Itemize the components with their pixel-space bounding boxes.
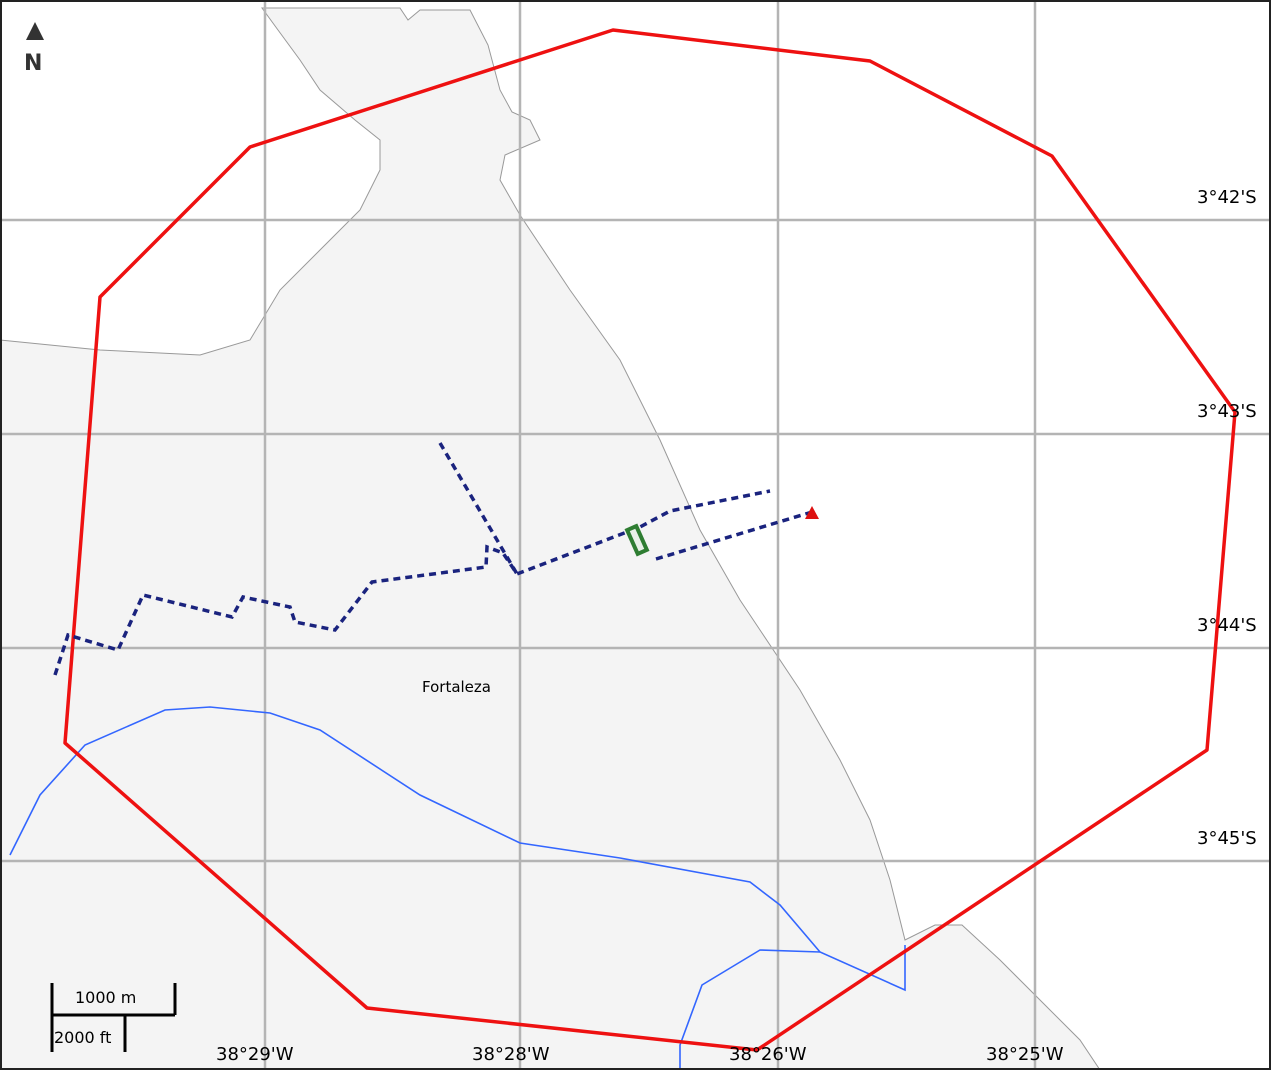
river-main [9, 706, 906, 992]
scale-label-metric: 1000 m [75, 988, 136, 1007]
north-arrow-icon: N [24, 22, 44, 76]
scale-bar: 1000 m 2000 ft [50, 983, 177, 1052]
route [53, 442, 813, 676]
lon-label: 38°28'W [472, 1044, 550, 1065]
route-spur-north [438, 442, 519, 575]
north-letter: N [24, 51, 42, 76]
route-spur-east [655, 510, 813, 561]
lon-labels: 38°29'W 38°28'W 38°26'W 38°25'W [216, 1044, 1064, 1065]
boundary-polygon [63, 28, 1237, 1052]
green-marker[interactable] [624, 523, 650, 557]
lon-label: 38°26'W [729, 1044, 807, 1065]
lat-label: 3°42'S [1197, 187, 1257, 208]
red-point-marker[interactable] [805, 506, 819, 519]
river-branch [679, 949, 821, 1070]
lon-label: 38°25'W [986, 1044, 1064, 1065]
lon-label: 38°29'W [216, 1044, 294, 1065]
place-label-fortaleza: Fortaleza [422, 678, 491, 696]
lat-labels: 3°42'S 3°43'S 3°44'S 3°45'S [1197, 187, 1257, 849]
land-area [0, 7, 1101, 1070]
lat-label: 3°44'S [1197, 615, 1257, 636]
route-main [53, 489, 771, 676]
lat-label: 3°43'S [1197, 401, 1257, 422]
lat-label: 3°45'S [1197, 828, 1257, 849]
scale-label-imperial: 2000 ft [54, 1028, 111, 1047]
rivers [9, 706, 906, 1070]
